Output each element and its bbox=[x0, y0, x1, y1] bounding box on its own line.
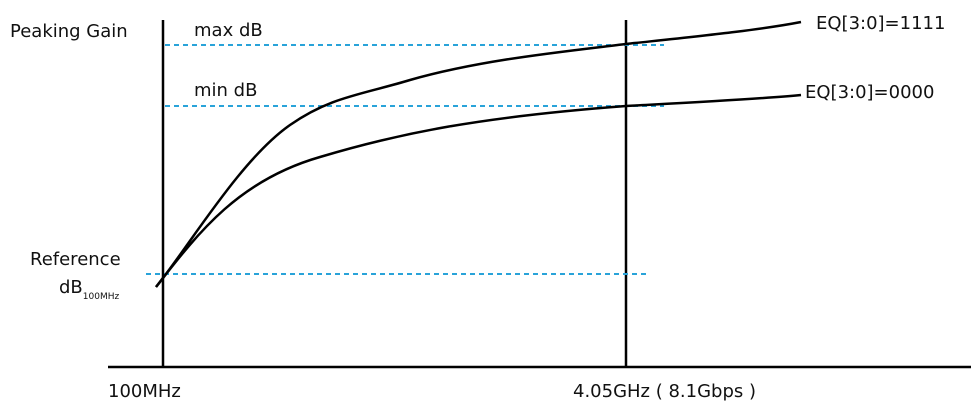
y-axis-label: Peaking Gain bbox=[10, 21, 128, 42]
curve-label-eq-0000: EQ[3:0]=0000 bbox=[805, 82, 934, 103]
curve-eq-0000 bbox=[155, 93, 802, 288]
reference-label: Reference bbox=[30, 249, 121, 270]
reference-db-subscript: 100MHz bbox=[83, 292, 120, 302]
min-db-label: min dB bbox=[194, 80, 257, 101]
max-db-label: max dB bbox=[194, 20, 263, 41]
x-start-label: 100MHz bbox=[108, 381, 181, 402]
curve-eq-1111 bbox=[155, 20, 802, 288]
reference-db-base: dB bbox=[59, 277, 83, 298]
reference-db-label: dB100MHz bbox=[59, 277, 119, 302]
curve-label-eq-1111: EQ[3:0]=1111 bbox=[816, 13, 945, 34]
x-end-label: 4.05GHz ( 8.1Gbps ) bbox=[573, 381, 756, 402]
